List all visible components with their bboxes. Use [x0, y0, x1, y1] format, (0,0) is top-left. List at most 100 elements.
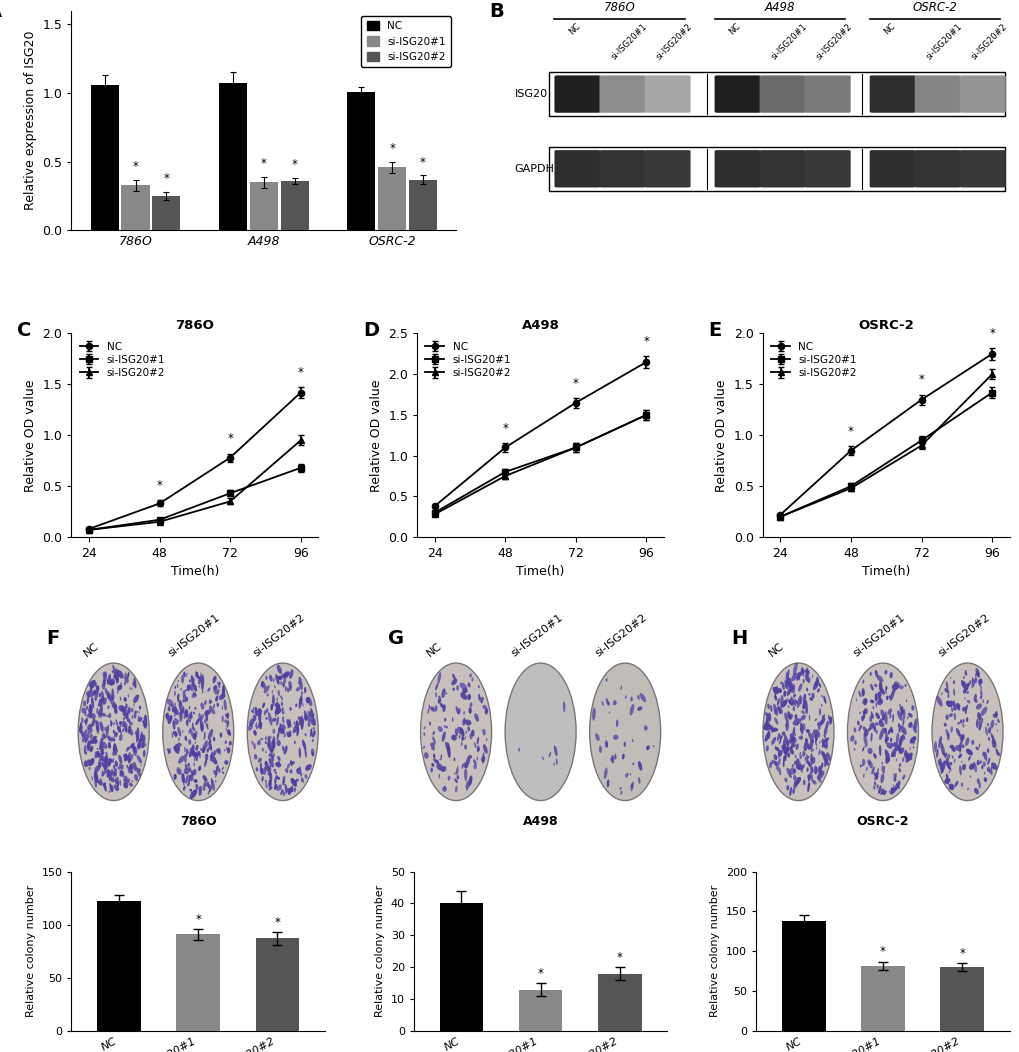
Ellipse shape: [139, 736, 144, 744]
Ellipse shape: [805, 687, 807, 691]
Title: 786O: 786O: [175, 320, 214, 332]
Text: C: C: [17, 321, 32, 340]
Ellipse shape: [937, 735, 942, 745]
Ellipse shape: [793, 769, 796, 773]
FancyBboxPatch shape: [914, 150, 960, 187]
Ellipse shape: [143, 723, 147, 727]
Text: GAPDH: GAPDH: [514, 164, 553, 174]
Ellipse shape: [194, 679, 195, 681]
Ellipse shape: [277, 690, 279, 696]
Ellipse shape: [815, 746, 816, 750]
Ellipse shape: [632, 763, 634, 765]
Ellipse shape: [858, 725, 861, 731]
Ellipse shape: [284, 686, 286, 689]
Ellipse shape: [977, 680, 979, 687]
Ellipse shape: [202, 747, 205, 753]
Ellipse shape: [113, 671, 117, 680]
Ellipse shape: [612, 701, 616, 705]
Ellipse shape: [84, 720, 86, 723]
Ellipse shape: [890, 727, 893, 733]
Ellipse shape: [605, 679, 607, 682]
Ellipse shape: [937, 762, 941, 766]
Ellipse shape: [197, 751, 201, 756]
Ellipse shape: [912, 746, 913, 749]
Bar: [860, 966, 904, 1031]
FancyBboxPatch shape: [644, 76, 690, 113]
Ellipse shape: [133, 703, 135, 707]
FancyBboxPatch shape: [554, 76, 600, 113]
Ellipse shape: [271, 756, 274, 762]
Ellipse shape: [879, 791, 882, 795]
Ellipse shape: [591, 707, 595, 721]
Ellipse shape: [96, 774, 97, 776]
Ellipse shape: [299, 767, 301, 770]
Ellipse shape: [123, 756, 126, 762]
Ellipse shape: [133, 774, 138, 781]
Ellipse shape: [976, 712, 980, 721]
Ellipse shape: [127, 778, 129, 783]
Ellipse shape: [465, 754, 471, 768]
Ellipse shape: [101, 741, 103, 744]
Ellipse shape: [765, 724, 766, 730]
Ellipse shape: [811, 758, 813, 761]
Ellipse shape: [268, 780, 271, 786]
Text: *: *: [291, 158, 298, 171]
Ellipse shape: [800, 736, 802, 740]
Ellipse shape: [114, 732, 115, 739]
Ellipse shape: [455, 767, 459, 775]
Ellipse shape: [272, 729, 275, 734]
Bar: [409, 180, 436, 230]
Ellipse shape: [862, 726, 867, 733]
Ellipse shape: [213, 750, 216, 755]
Ellipse shape: [878, 687, 884, 694]
Ellipse shape: [879, 709, 883, 716]
Ellipse shape: [861, 758, 864, 765]
Ellipse shape: [935, 749, 937, 758]
Ellipse shape: [296, 687, 300, 691]
Ellipse shape: [821, 714, 823, 719]
Ellipse shape: [478, 685, 479, 688]
Ellipse shape: [817, 681, 818, 684]
Ellipse shape: [896, 710, 902, 721]
Ellipse shape: [806, 679, 807, 682]
Ellipse shape: [264, 710, 266, 715]
Ellipse shape: [948, 784, 954, 790]
Ellipse shape: [213, 704, 215, 708]
Ellipse shape: [302, 703, 304, 707]
Ellipse shape: [867, 748, 871, 754]
Ellipse shape: [961, 745, 964, 748]
Ellipse shape: [122, 721, 127, 727]
Ellipse shape: [965, 749, 972, 755]
Ellipse shape: [101, 771, 106, 776]
Ellipse shape: [457, 766, 458, 768]
Ellipse shape: [281, 697, 282, 702]
Ellipse shape: [105, 688, 108, 696]
Ellipse shape: [977, 783, 980, 789]
Ellipse shape: [975, 761, 977, 766]
Ellipse shape: [278, 728, 284, 734]
Ellipse shape: [441, 766, 446, 772]
Ellipse shape: [896, 746, 902, 753]
Ellipse shape: [196, 751, 198, 758]
Text: si-ISG20#2: si-ISG20#2: [969, 21, 1008, 61]
Text: *: *: [616, 951, 623, 964]
Ellipse shape: [97, 748, 98, 750]
Ellipse shape: [100, 781, 103, 786]
Ellipse shape: [630, 784, 633, 788]
Ellipse shape: [950, 726, 952, 732]
Text: si-ISG20#1: si-ISG20#1: [609, 21, 648, 61]
Ellipse shape: [271, 741, 274, 748]
Ellipse shape: [970, 740, 973, 745]
Y-axis label: Relative OD value: Relative OD value: [23, 379, 37, 491]
Ellipse shape: [84, 761, 87, 766]
Ellipse shape: [208, 784, 210, 789]
Ellipse shape: [973, 699, 976, 703]
Ellipse shape: [970, 679, 974, 688]
Ellipse shape: [960, 739, 962, 745]
Ellipse shape: [125, 677, 128, 684]
Ellipse shape: [807, 775, 810, 780]
Ellipse shape: [88, 739, 94, 745]
Ellipse shape: [811, 674, 812, 677]
Ellipse shape: [548, 752, 550, 757]
Ellipse shape: [183, 784, 184, 786]
